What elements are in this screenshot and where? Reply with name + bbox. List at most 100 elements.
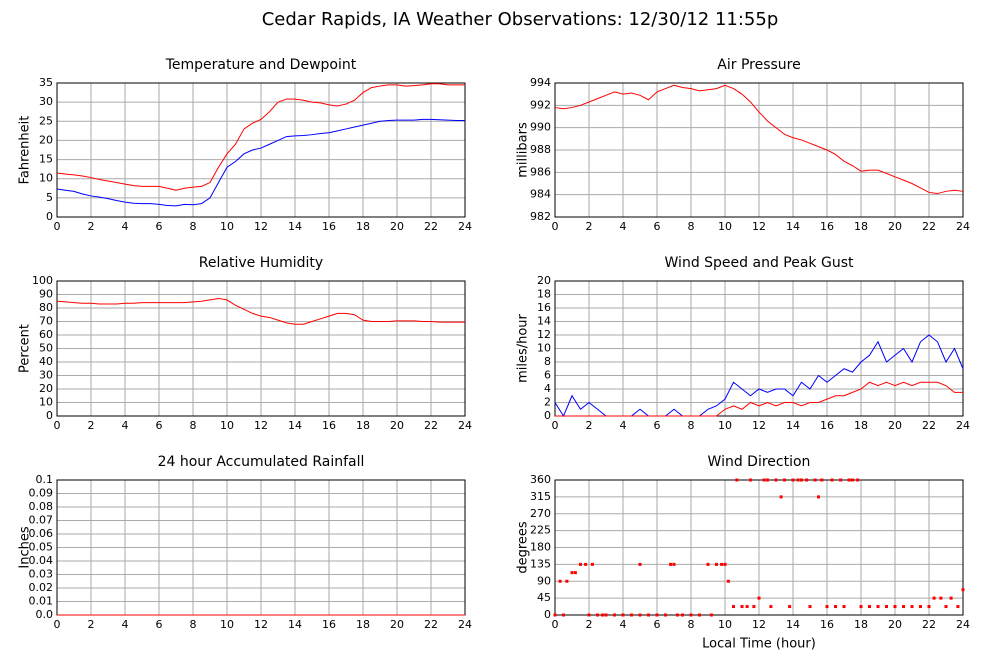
data-point (856, 478, 860, 482)
x-tick-label: 16 (820, 618, 834, 631)
data-point (791, 478, 795, 482)
data-line (555, 381, 963, 417)
y-tick-label: 986 (530, 165, 551, 178)
data-point (601, 613, 605, 617)
y-tick-label: 30 (39, 369, 53, 382)
x-tick-label: 24 (458, 618, 472, 631)
data-point (596, 613, 599, 617)
data-point (825, 605, 829, 609)
x-tick-label: 18 (854, 618, 868, 631)
x-tick-label: 10 (220, 419, 234, 432)
x-tick-label: 10 (718, 220, 732, 233)
data-point (919, 605, 922, 609)
data-point (939, 596, 943, 600)
plot-frame (554, 280, 964, 417)
x-tick-label: 20 (390, 220, 404, 233)
y-tick-label: 225 (530, 524, 551, 537)
data-point (675, 613, 679, 617)
x-tick-label: 18 (356, 618, 370, 631)
plot-frame (554, 479, 964, 616)
chart-title: Temperature and Dewpoint (165, 57, 357, 73)
data-point (613, 613, 616, 617)
data-point (910, 605, 914, 609)
data-point (783, 478, 786, 482)
y-tick-label: 6 (544, 369, 551, 382)
data-point (638, 562, 642, 566)
y-tick-label: 16 (537, 301, 551, 314)
y-tick-label: 50 (39, 342, 53, 355)
data-point (672, 562, 676, 566)
data-point (885, 605, 888, 609)
y-tick-label: 2 (544, 396, 551, 409)
data-point (752, 605, 756, 609)
x-tick-label: 0 (54, 618, 61, 631)
y-tick-label: 5 (46, 191, 53, 204)
y-tick-label: 315 (530, 490, 551, 503)
y-tick-label: 180 (530, 541, 551, 554)
data-point (859, 605, 863, 609)
data-point (669, 562, 673, 566)
x-tick-label: 2 (586, 419, 593, 432)
x-tick-label: 4 (122, 220, 129, 233)
y-tick-label: 0 (544, 608, 551, 621)
data-point (664, 613, 667, 617)
data-point (740, 605, 744, 609)
x-tick-label: 8 (190, 618, 197, 631)
x-tick-label: 2 (88, 220, 95, 233)
y-tick-label: 0.07 (29, 514, 54, 527)
data-point (655, 613, 659, 617)
data-point (757, 596, 761, 600)
data-point (876, 605, 880, 609)
data-point (817, 495, 820, 499)
x-tick-label: 4 (620, 220, 627, 233)
y-tick-label: 20 (39, 133, 53, 146)
y-tick-label: 990 (530, 121, 551, 134)
y-tick-label: 984 (530, 188, 551, 201)
x-tick-label: 0 (552, 618, 559, 631)
x-tick-label: 2 (88, 618, 95, 631)
x-tick-label: 10 (718, 618, 732, 631)
x-tick-label: 12 (752, 618, 766, 631)
x-tick-label: 16 (322, 618, 336, 631)
x-tick-label: 4 (122, 419, 129, 432)
data-point (553, 613, 557, 617)
y-axis-label: Fahrenheit (18, 116, 33, 185)
x-tick-label: 24 (956, 419, 970, 432)
x-tick-label: 12 (254, 618, 268, 631)
data-point (805, 478, 809, 482)
y-axis-label: millibars (516, 122, 531, 178)
y-axis-label: Percent (18, 324, 33, 373)
data-line (56, 83, 465, 191)
data-point (830, 478, 834, 482)
x-tick-label: 24 (458, 220, 472, 233)
x-tick-label: 14 (288, 618, 302, 631)
y-tick-label: 30 (39, 95, 53, 108)
y-tick-label: 994 (530, 76, 551, 89)
data-line (56, 118, 465, 207)
x-tick-label: 14 (288, 220, 302, 233)
y-tick-label: 0.09 (29, 487, 54, 500)
y-tick-label: 45 (537, 591, 551, 604)
chart-title: Relative Humidity (199, 255, 323, 271)
data-point (762, 478, 766, 482)
data-point (584, 562, 588, 566)
data-point (745, 605, 749, 609)
data-point (956, 605, 960, 609)
y-tick-label: 0.08 (29, 500, 54, 513)
y-tick-label: 270 (530, 507, 551, 520)
data-point (579, 562, 582, 566)
x-tick-label: 6 (654, 419, 661, 432)
y-tick-label: 0 (544, 409, 551, 422)
data-point (709, 613, 713, 617)
x-tick-label: 22 (424, 419, 438, 432)
data-point (800, 478, 803, 482)
x-tick-label: 8 (688, 419, 695, 432)
y-tick-label: 90 (537, 574, 551, 587)
x-tick-label: 18 (356, 220, 370, 233)
y-tick-label: 70 (39, 315, 53, 328)
y-tick-label: 90 (39, 288, 53, 301)
x-tick-label: 2 (586, 220, 593, 233)
data-point (604, 613, 608, 617)
x-tick-label: 24 (956, 618, 970, 631)
y-tick-label: 360 (530, 473, 551, 486)
